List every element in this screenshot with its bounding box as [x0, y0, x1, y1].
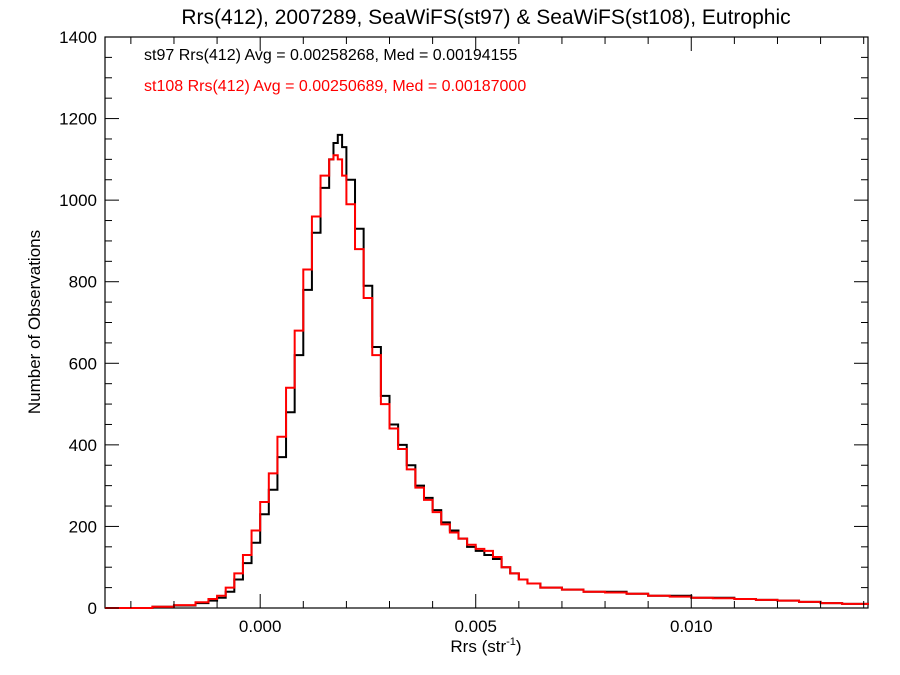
y-tick-label: 600: [69, 354, 97, 373]
x-tick-label: 0.000: [239, 617, 282, 636]
y-tick-label: 800: [69, 273, 97, 292]
x-tick-label: 0.005: [454, 617, 497, 636]
stat-line-st108: st108 Rrs(412) Avg = 0.00250689, Med = 0…: [144, 78, 526, 95]
x-axis-label: Rrs (str-1): [450, 636, 521, 656]
y-axis-label: Number of Observations: [25, 230, 44, 414]
x-axis-label-superscript: -1: [506, 636, 516, 648]
y-tick-label: 1400: [59, 28, 97, 47]
y-tick-label: 200: [69, 517, 97, 536]
x-axis-label-text: Rrs (str: [450, 637, 506, 656]
histogram-series-1: [105, 154, 869, 609]
x-tick-label: 0.010: [670, 617, 713, 636]
y-tick-label: 1000: [59, 191, 97, 210]
chart-title: Rrs(412), 2007289, SeaWiFS(st97) & SeaWi…: [181, 6, 790, 29]
y-tick-label: 0: [88, 599, 97, 618]
y-tick-label: 1200: [59, 110, 97, 129]
stat-line-st97: st97 Rrs(412) Avg = 0.00258268, Med = 0.…: [144, 47, 517, 64]
histogram-series-0: [105, 133, 869, 609]
y-tick-label: 400: [69, 436, 97, 455]
x-axis-label-close: ): [516, 637, 522, 656]
plot-frame: [104, 36, 869, 609]
